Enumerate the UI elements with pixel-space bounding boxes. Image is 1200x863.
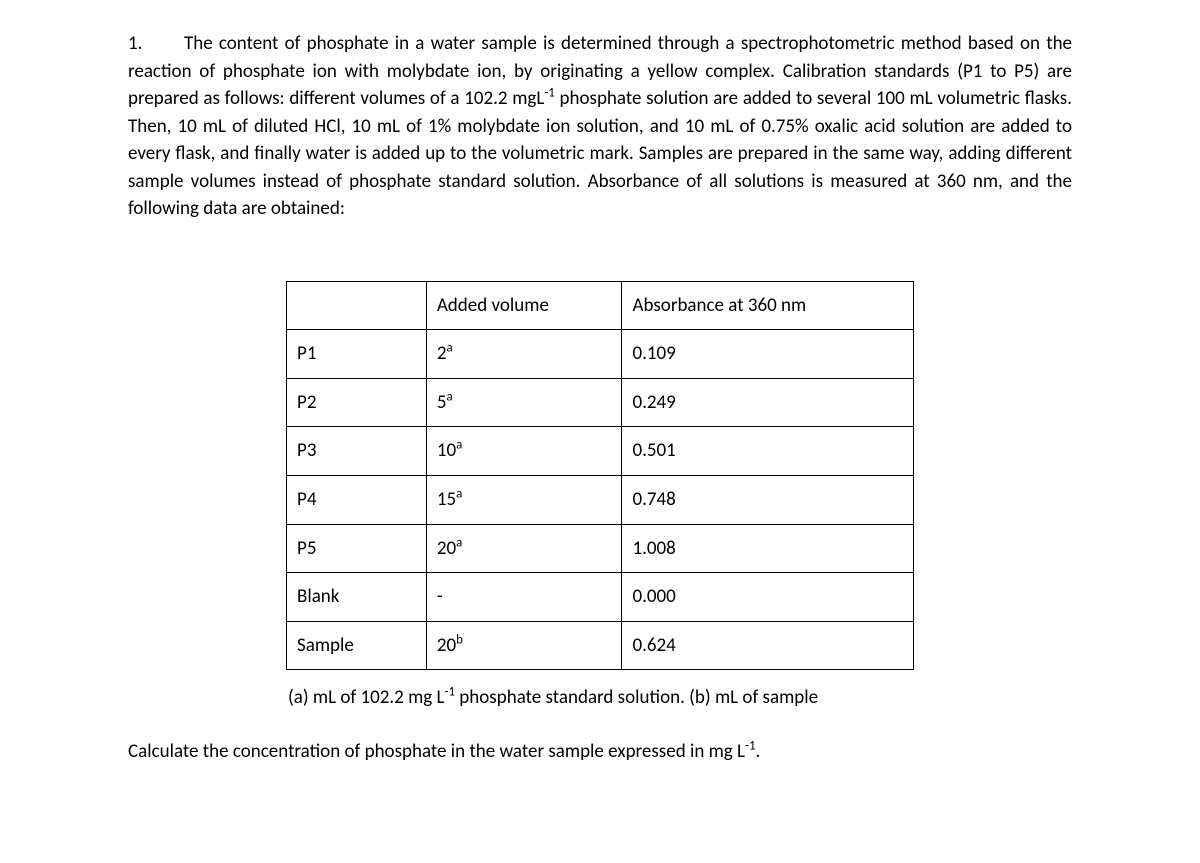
header-blank — [287, 281, 427, 330]
row-absorbance: 0.748 — [622, 476, 914, 525]
table-footnote: (a) mL of 102.2 mg L-1 phosphate standar… — [286, 684, 914, 712]
row-volume: 20b — [426, 621, 622, 670]
row-absorbance: 0.249 — [622, 378, 914, 427]
header-absorbance: Absorbance at 360 nm — [622, 281, 914, 330]
row-absorbance: 0.109 — [622, 330, 914, 379]
row-label: P4 — [287, 476, 427, 525]
row-volume: 2a — [426, 330, 622, 379]
table-row: P1 2a 0.109 — [287, 330, 914, 379]
row-label: P2 — [287, 378, 427, 427]
table-row: P5 20a 1.008 — [287, 524, 914, 573]
problem-number: 1. — [128, 30, 184, 58]
problem-statement: 1.The content of phosphate in a water sa… — [128, 30, 1072, 223]
row-label: P3 — [287, 427, 427, 476]
table-row: Blank - 0.000 — [287, 573, 914, 622]
row-volume: 15a — [426, 476, 622, 525]
problem-body: The content of phosphate in a water samp… — [128, 32, 1072, 220]
row-absorbance: 0.624 — [622, 621, 914, 670]
row-absorbance: 0.000 — [622, 573, 914, 622]
table-container: Added volume Absorbance at 360 nm P1 2a … — [286, 281, 914, 712]
row-absorbance: 0.501 — [622, 427, 914, 476]
table-row: P2 5a 0.249 — [287, 378, 914, 427]
final-question: Calculate the concentration of phosphate… — [0, 738, 1072, 766]
row-volume: 10a — [426, 427, 622, 476]
table-header-row: Added volume Absorbance at 360 nm — [287, 281, 914, 330]
row-label: P5 — [287, 524, 427, 573]
header-volume: Added volume — [426, 281, 622, 330]
row-label: Blank — [287, 573, 427, 622]
table-row: P4 15a 0.748 — [287, 476, 914, 525]
table-row: Sample 20b 0.624 — [287, 621, 914, 670]
data-table: Added volume Absorbance at 360 nm P1 2a … — [286, 281, 914, 670]
row-volume: - — [426, 573, 622, 622]
row-volume: 20a — [426, 524, 622, 573]
row-volume: 5a — [426, 378, 622, 427]
table-row: P3 10a 0.501 — [287, 427, 914, 476]
row-absorbance: 1.008 — [622, 524, 914, 573]
row-label: Sample — [287, 621, 427, 670]
row-label: P1 — [287, 330, 427, 379]
